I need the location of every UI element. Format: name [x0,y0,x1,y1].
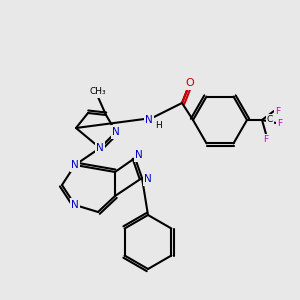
Text: N: N [71,160,79,170]
Text: F: F [278,118,283,127]
Text: N: N [112,127,120,137]
Text: F: F [275,106,281,116]
Text: F: F [263,136,268,145]
Text: CH₃: CH₃ [90,88,106,97]
Text: O: O [186,78,194,88]
Text: N: N [96,143,104,153]
Text: N: N [144,174,152,184]
Text: H: H [154,122,161,130]
Text: N: N [71,200,79,210]
Text: N: N [145,115,153,125]
Text: C: C [267,116,273,124]
Text: N: N [135,150,143,160]
